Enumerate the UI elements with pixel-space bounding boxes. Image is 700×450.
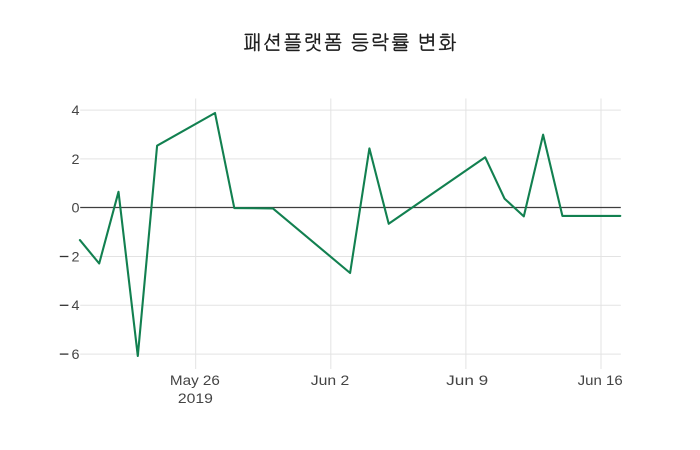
svg-text:2: 2 <box>72 152 80 167</box>
svg-text:4: 4 <box>72 298 81 313</box>
svg-text:Jun 2: Jun 2 <box>311 373 350 388</box>
svg-text:0: 0 <box>72 200 80 215</box>
svg-text:Jun 16: Jun 16 <box>578 373 623 388</box>
svg-text:6: 6 <box>72 347 80 362</box>
svg-text:4: 4 <box>72 103 81 118</box>
svg-text:May 26: May 26 <box>170 373 220 388</box>
svg-text:2019: 2019 <box>178 391 213 406</box>
svg-text:Jun 9: Jun 9 <box>446 373 488 388</box>
svg-text:2: 2 <box>72 249 80 264</box>
